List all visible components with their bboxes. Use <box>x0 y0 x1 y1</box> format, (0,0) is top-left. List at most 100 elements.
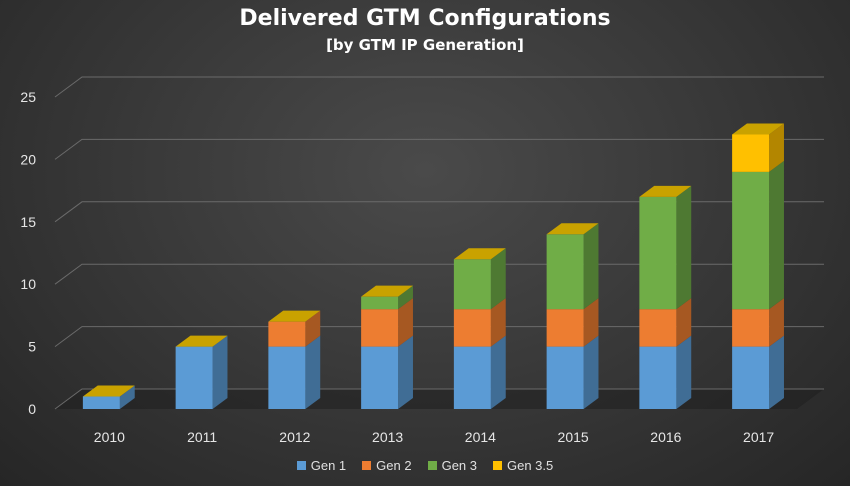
legend-label-gen1: Gen 1 <box>310 458 347 473</box>
bar-side-face <box>583 298 599 347</box>
y-tick-label: 25 <box>20 89 36 105</box>
x-tick-label-2011: 2011 <box>187 429 217 445</box>
legend-item-gen3-5[interactable]: Gen 3.5 <box>493 458 553 473</box>
bar-side-face <box>769 298 784 347</box>
bar-front-face <box>546 309 584 347</box>
gridline <box>54 76 824 98</box>
bar-side-face <box>583 335 599 409</box>
bar-top-cap-2010 <box>82 385 135 397</box>
bar-2013-gen-1 <box>361 335 413 409</box>
bar-side-face <box>583 223 599 310</box>
bar-2012-gen-2 <box>268 310 321 347</box>
bar-2016-gen-3 <box>639 185 692 310</box>
bar-front-face <box>268 346 306 409</box>
y-axis: 0 5 10 15 20 25 <box>20 89 36 417</box>
bar-front-face <box>732 309 770 347</box>
bar-top-cap-2016 <box>639 185 692 197</box>
bar-side-face <box>212 335 228 409</box>
bar-side-face <box>305 335 321 409</box>
chart-title: Delivered GTM Configurations <box>239 6 611 31</box>
bar-front-face <box>82 396 120 409</box>
bar-side-face <box>676 298 692 347</box>
legend-swatch-gen1 <box>296 461 306 470</box>
bar-top-cap-2014 <box>453 248 506 260</box>
bar-2016-gen-1 <box>639 335 692 409</box>
x-tick-label-2012: 2012 <box>279 429 310 445</box>
gridline <box>54 138 824 160</box>
bar-2010-gen-1 <box>82 385 135 409</box>
legend-swatch-gen3-5 <box>493 461 502 470</box>
x-tick-label-2015: 2015 <box>558 429 589 445</box>
bar-front-face <box>732 346 770 409</box>
bar-2015-gen-2 <box>546 298 599 347</box>
bar-side-face <box>490 335 506 409</box>
legend-item-gen3[interactable]: Gen 3 <box>427 458 477 473</box>
bar-side-face <box>769 123 784 172</box>
bar-front-face <box>361 309 399 347</box>
gridline <box>54 263 824 285</box>
bar-side-face <box>119 385 135 409</box>
bar-side-face <box>490 298 506 347</box>
bar-side-face <box>398 285 413 310</box>
bar-top-cap-2013 <box>361 285 413 297</box>
legend-swatch-gen2 <box>362 461 372 470</box>
bar-2013-gen-3 <box>361 285 413 310</box>
bar-front-face <box>639 309 677 347</box>
bar-2017-gen-3-5 <box>732 123 784 172</box>
bar-2013-gen-2 <box>361 298 413 347</box>
y-tick-label: 15 <box>20 214 36 230</box>
bar-side-face <box>769 335 784 409</box>
x-tick-label-2013: 2013 <box>372 429 403 445</box>
x-tick-label-2016: 2016 <box>650 429 681 445</box>
y-tick-label: 5 <box>28 339 36 355</box>
bar-side-face <box>490 248 506 310</box>
bar-front-face <box>732 134 770 172</box>
legend-swatch-gen3 <box>427 461 437 470</box>
bar-front-face <box>453 309 491 347</box>
bar-front-face <box>453 346 491 409</box>
bar-2014-gen-3 <box>453 248 506 310</box>
bar-side-face <box>305 310 321 347</box>
x-axis: 2010 2011 2012 2013 2014 2015 2016 2017 <box>94 429 775 445</box>
bar-2014-gen-1 <box>453 335 506 409</box>
bar-side-face <box>676 335 692 409</box>
bar-2011-gen-1 <box>175 335 228 409</box>
bar-2012-gen-1 <box>268 335 321 409</box>
bar-front-face <box>453 259 491 310</box>
y-tick-label: 20 <box>20 151 36 167</box>
grid-layer <box>54 76 824 410</box>
bar-side-face <box>676 185 692 310</box>
floor-plane <box>55 389 824 409</box>
legend-label-gen3-5: Gen 3.5 <box>507 458 554 473</box>
x-tick-label-2014: 2014 <box>465 429 496 445</box>
legend-item-gen1[interactable]: Gen 1 <box>296 458 347 473</box>
bar-2017-gen-2 <box>732 298 784 347</box>
bar-front-face <box>732 171 770 310</box>
bar-side-face <box>769 160 784 310</box>
x-tick-label-2017: 2017 <box>743 429 774 445</box>
bar-side-face <box>398 335 413 409</box>
legend-label-gen2: Gen 2 <box>376 458 412 473</box>
bar-top-cap-2011 <box>175 335 228 347</box>
bar-2015-gen-1 <box>546 335 599 409</box>
bar-front-face <box>268 321 306 347</box>
bar-front-face <box>546 234 584 310</box>
chart-legend: Gen 1 Gen 2 Gen 3 Gen 3.5 <box>0 458 850 473</box>
y-tick-label: 10 <box>20 276 36 292</box>
gridline <box>54 201 824 223</box>
bar-front-face <box>361 296 399 310</box>
bar-2016-gen-2 <box>639 298 692 347</box>
bar-front-face <box>546 346 584 409</box>
y-tick-label: 0 <box>28 401 36 417</box>
bar-2014-gen-2 <box>453 298 506 347</box>
bar-front-face <box>361 346 399 409</box>
bar-front-face <box>639 346 677 409</box>
bar-top-cap-2017 <box>732 123 784 135</box>
chart-subtitle: [by GTM IP Generation] <box>326 36 524 54</box>
bar-2017-gen-3 <box>732 160 784 310</box>
bar-top-cap-2015 <box>546 223 599 235</box>
legend-item-gen2[interactable]: Gen 2 <box>362 458 412 473</box>
gridline <box>54 326 824 348</box>
x-tick-label-2010: 2010 <box>94 429 125 445</box>
